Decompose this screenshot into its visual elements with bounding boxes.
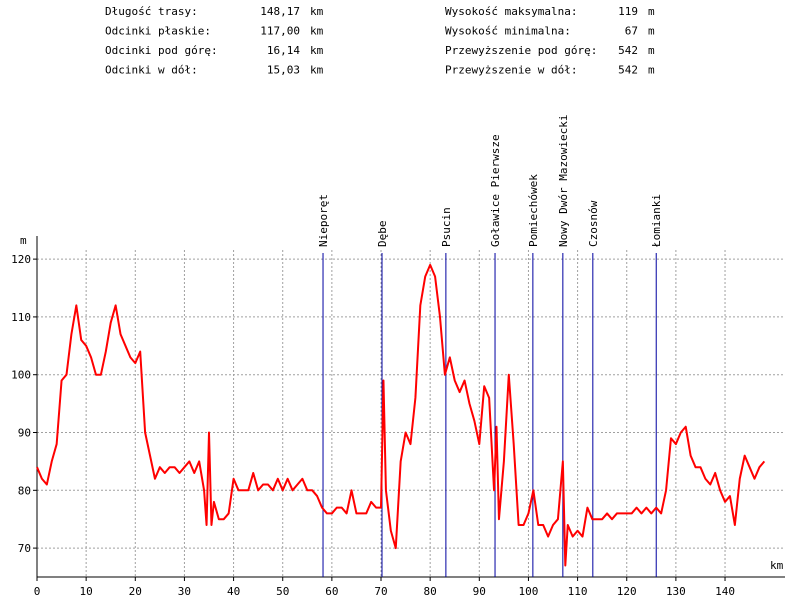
stat-unit: km <box>310 44 324 57</box>
stat-label: Wysokość maksymalna: <box>445 5 577 18</box>
x-tick-label: 90 <box>473 585 486 598</box>
stat-value: 542 <box>618 44 638 57</box>
x-tick-label: 40 <box>227 585 240 598</box>
x-tick-label: 50 <box>276 585 289 598</box>
stat-value: 148,17 <box>260 5 300 18</box>
y-tick-label: 70 <box>18 542 31 555</box>
y-tick-label: 90 <box>18 427 31 440</box>
stat-unit: m <box>648 25 655 38</box>
place-label: Goławice Pierwsze <box>489 134 502 247</box>
y-tick-label: 80 <box>18 484 31 497</box>
x-tick-label: 60 <box>325 585 338 598</box>
place-label: Łomianki <box>650 194 663 248</box>
x-tick-label: 100 <box>519 585 539 598</box>
x-tick-label: 0 <box>34 585 41 598</box>
x-tick-label: 20 <box>129 585 142 598</box>
stat-label: Długość trasy: <box>105 5 198 18</box>
x-tick-label: 80 <box>424 585 437 598</box>
stat-unit: m <box>648 64 655 77</box>
stat-value: 117,00 <box>260 25 300 38</box>
stat-value: 542 <box>618 64 638 77</box>
stat-unit: km <box>310 64 324 77</box>
x-axis-label: km <box>770 559 784 572</box>
place-label: Nieporęt <box>317 194 330 247</box>
elevation-line <box>36 263 766 567</box>
stat-unit: m <box>648 44 655 57</box>
y-axis-label: m <box>20 234 27 247</box>
stat-label: Odcinki w dół: <box>105 64 198 77</box>
stat-value: 67 <box>625 25 638 38</box>
stat-unit: m <box>648 5 655 18</box>
y-tick-label: 110 <box>11 311 31 324</box>
stat-label: Odcinki pod górę: <box>105 44 218 57</box>
place-label: Czosnów <box>587 200 600 247</box>
place-label: Dębe <box>376 221 389 248</box>
x-tick-label: 30 <box>178 585 191 598</box>
stat-label: Przewyższenie pod górę: <box>445 44 597 57</box>
x-tick-label: 130 <box>666 585 686 598</box>
stat-label: Odcinki płaskie: <box>105 25 211 38</box>
stat-value: 16,14 <box>267 44 300 57</box>
place-label: Pomiechówek <box>527 174 540 247</box>
place-label: Nowy Dwór Mazowiecki <box>557 115 570 247</box>
stat-label: Wysokość minimalna: <box>445 25 571 38</box>
y-tick-label: 120 <box>11 253 31 266</box>
stat-unit: km <box>310 25 324 38</box>
x-tick-label: 70 <box>374 585 387 598</box>
stat-value: 15,03 <box>267 64 300 77</box>
x-tick-label: 110 <box>568 585 588 598</box>
stat-unit: km <box>310 5 324 18</box>
x-tick-label: 140 <box>715 585 735 598</box>
place-label: Psucin <box>440 207 453 247</box>
x-tick-label: 10 <box>80 585 93 598</box>
stat-value: 119 <box>618 5 638 18</box>
x-tick-label: 120 <box>617 585 637 598</box>
stat-label: Przewyższenie w dół: <box>445 64 577 77</box>
y-tick-label: 100 <box>11 369 31 382</box>
